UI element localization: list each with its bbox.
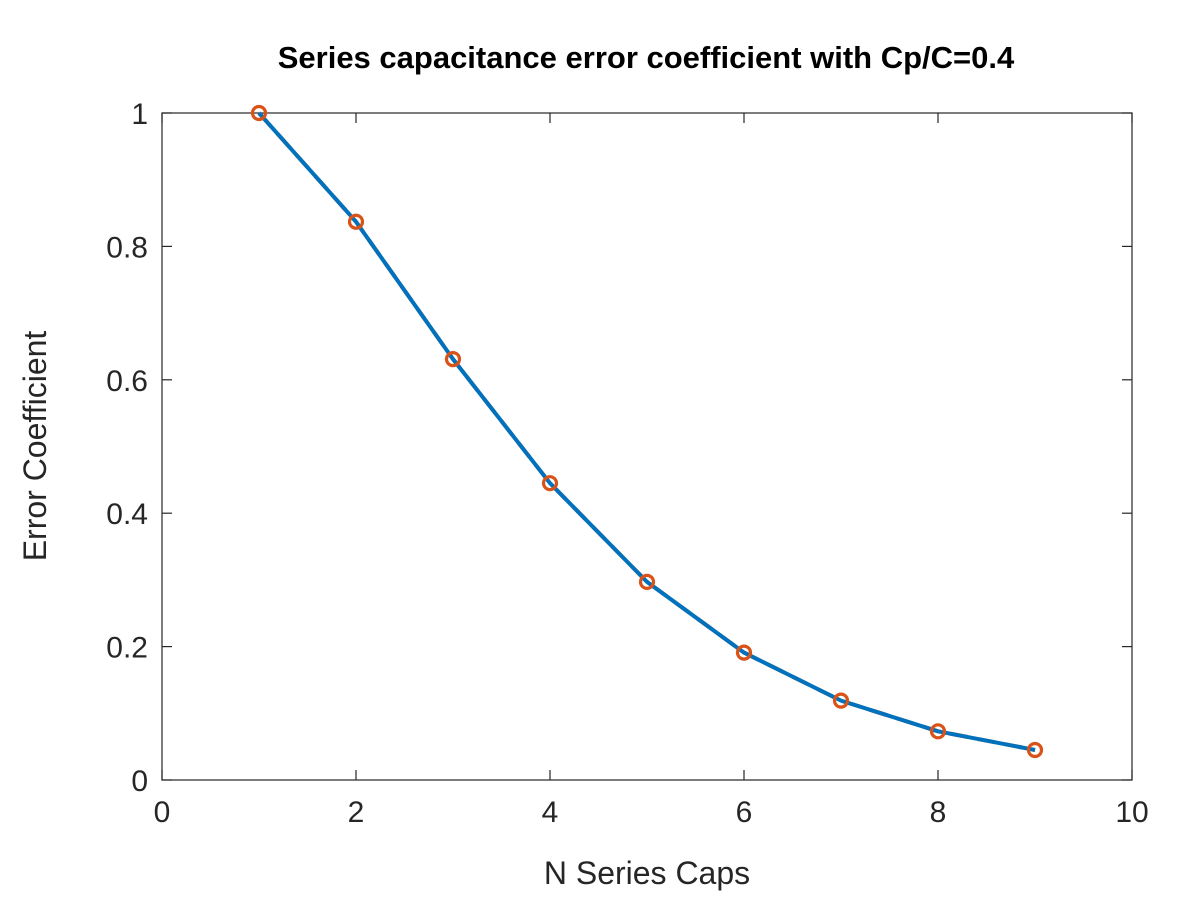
series-2-marker (347, 213, 365, 230)
series-2-marker (541, 475, 559, 492)
series-1-line (257, 111, 1036, 752)
axes-box (161, 112, 1133, 781)
y-tick-label: 0.8 (106, 231, 148, 264)
y-tick-label: 0.6 (106, 365, 148, 398)
x-tick-label: 8 (930, 796, 947, 829)
y-axis-label: Error Coefficient (17, 331, 53, 562)
y-tick-label: 0.4 (106, 498, 148, 531)
x-axis-ticks: 0 2 4 6 8 10 (154, 113, 1149, 829)
series-2-marker (929, 723, 947, 740)
x-axis-label: N Series Caps (544, 855, 750, 891)
series-2-marker (832, 692, 850, 709)
x-tick-label: 6 (736, 796, 753, 829)
chart-title: Series capacitance error coefficient wit… (278, 40, 1015, 75)
series-layer (250, 104, 1044, 759)
plot-area: 0 2 4 6 8 10 0 0.2 0.4 0.6 0.8 1 (106, 98, 1148, 829)
x-tick-label: 4 (542, 796, 559, 829)
y-tick-label: 0.2 (106, 632, 148, 665)
x-tick-label: 2 (348, 796, 365, 829)
series-2-marker (1026, 741, 1044, 759)
series-2-marker (250, 104, 268, 122)
series-2-marker (444, 351, 462, 368)
y-tick-label: 0 (131, 765, 148, 798)
series-2-marker (638, 573, 656, 591)
series-2-marker (735, 644, 753, 661)
y-axis-ticks: 0 0.2 0.4 0.6 0.8 1 (106, 98, 1132, 798)
y-tick-label: 1 (131, 98, 148, 131)
x-tick-label: 0 (154, 796, 171, 829)
x-tick-label: 10 (1115, 796, 1148, 829)
